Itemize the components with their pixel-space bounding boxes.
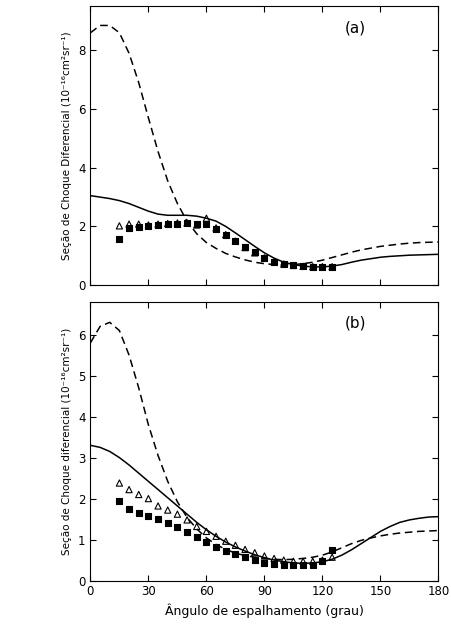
Point <box>241 242 248 252</box>
Point <box>251 555 258 565</box>
Point <box>221 545 229 556</box>
Point <box>212 225 219 235</box>
Point <box>270 553 277 563</box>
Point <box>241 242 248 253</box>
Point <box>299 261 306 271</box>
Point <box>202 537 210 547</box>
Point <box>328 262 335 272</box>
Point <box>212 531 219 542</box>
Point <box>221 230 229 241</box>
Point <box>202 213 210 223</box>
Point <box>270 256 277 267</box>
Point <box>144 220 152 230</box>
Point <box>135 219 142 229</box>
Point <box>173 218 180 228</box>
Point <box>328 545 335 555</box>
Point <box>125 484 133 494</box>
Point <box>115 221 123 231</box>
Point <box>173 218 180 228</box>
Point <box>270 256 277 267</box>
Point <box>280 259 287 269</box>
Point <box>125 504 133 514</box>
Point <box>212 223 219 233</box>
Point <box>318 262 325 272</box>
Point <box>135 222 142 232</box>
Point <box>212 542 219 552</box>
Point <box>280 560 287 570</box>
Text: (a): (a) <box>344 20 365 35</box>
Point <box>173 509 180 519</box>
Point <box>241 552 248 562</box>
Point <box>289 560 296 570</box>
Point <box>164 505 171 515</box>
Point <box>318 555 325 565</box>
Point <box>318 262 325 272</box>
Point <box>164 518 171 528</box>
Point <box>164 218 171 228</box>
Point <box>308 262 316 272</box>
Point <box>193 521 200 531</box>
Point <box>251 247 258 257</box>
Point <box>241 544 248 554</box>
Point <box>183 218 190 228</box>
Point <box>280 555 287 565</box>
Point <box>280 259 287 269</box>
Point <box>231 549 239 559</box>
Point <box>308 556 316 567</box>
Point <box>154 220 161 230</box>
Point <box>289 260 296 271</box>
Point <box>135 489 142 500</box>
Text: (b): (b) <box>344 316 365 330</box>
Point <box>173 522 180 532</box>
Point <box>115 496 123 506</box>
Point <box>289 260 296 271</box>
Point <box>202 218 210 228</box>
Point <box>299 560 306 570</box>
Point <box>328 552 335 562</box>
Point <box>193 220 200 230</box>
Point <box>154 514 161 524</box>
Point <box>154 501 161 511</box>
Point <box>328 262 335 272</box>
Point <box>144 221 152 232</box>
Point <box>260 253 267 263</box>
Point <box>231 540 239 551</box>
Point <box>231 236 239 246</box>
Point <box>289 556 296 567</box>
Point <box>231 236 239 246</box>
Point <box>251 248 258 258</box>
Point <box>115 478 123 488</box>
Point <box>270 559 277 569</box>
Point <box>221 230 229 240</box>
Point <box>251 547 258 558</box>
Point <box>221 536 229 546</box>
Point <box>144 494 152 504</box>
Point <box>154 219 161 229</box>
Point <box>260 253 267 263</box>
Point <box>125 223 133 233</box>
Point <box>183 527 190 537</box>
Point <box>183 515 190 525</box>
Y-axis label: Seção de Choque Diferencial (10⁻¹⁶cm²sr⁻¹): Seção de Choque Diferencial (10⁻¹⁶cm²sr⁻… <box>62 31 72 260</box>
Point <box>183 218 190 228</box>
Point <box>144 510 152 521</box>
Point <box>164 219 171 229</box>
Y-axis label: Seção de Choque diferencial (10⁻¹⁶cm²sr⁻¹): Seção de Choque diferencial (10⁻¹⁶cm²sr⁻… <box>62 327 72 555</box>
Point <box>299 261 306 271</box>
Point <box>125 219 133 229</box>
Point <box>318 556 325 567</box>
Point <box>135 508 142 518</box>
Point <box>260 558 267 568</box>
Point <box>193 532 200 542</box>
Point <box>115 234 123 244</box>
Point <box>308 560 316 570</box>
Point <box>308 262 316 272</box>
Point <box>202 526 210 537</box>
Point <box>260 551 267 561</box>
Point <box>193 218 200 228</box>
X-axis label: Ângulo de espalhamento (grau): Ângulo de espalhamento (grau) <box>165 604 363 618</box>
Point <box>299 556 306 567</box>
